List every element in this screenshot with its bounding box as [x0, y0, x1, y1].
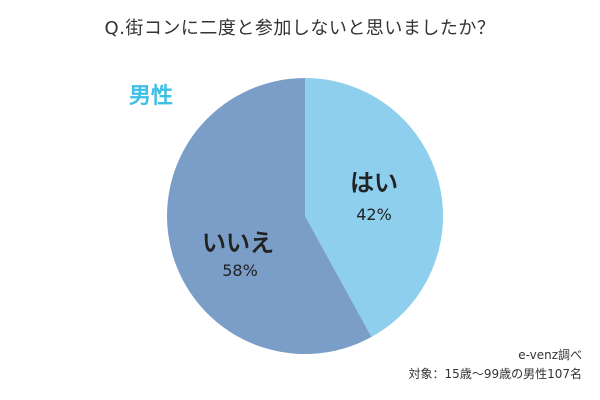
slice-label-1: はい — [350, 169, 398, 197]
subjects-note: 対象：15歳〜99歳の男性107名 — [408, 367, 582, 381]
pie-slice-1 — [305, 78, 443, 337]
slice-value-1: 42% — [356, 205, 392, 224]
pie-slice-2 — [166, 78, 372, 354]
slice-label-2: いいえ — [202, 229, 274, 257]
group-label: 男性 — [129, 84, 174, 109]
slice-value-2: 58% — [222, 261, 258, 280]
chart-title: Q.街コンに二度と参加しないと思いましたか？ — [104, 18, 496, 39]
pie-labels: はい 42% いいえ 58% — [202, 169, 398, 280]
source-note: e-venz調べ — [518, 348, 582, 362]
pie-slices — [166, 78, 443, 354]
